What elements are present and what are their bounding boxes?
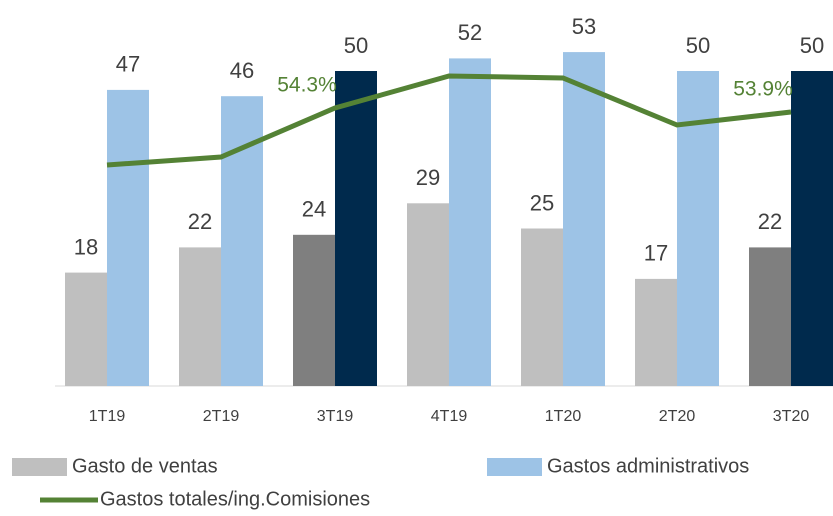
x-tick-label: 2T20 xyxy=(659,408,696,425)
bar xyxy=(677,71,719,386)
data-label: 29 xyxy=(416,165,440,190)
bar xyxy=(449,58,491,387)
bar xyxy=(179,247,221,386)
legend-swatch xyxy=(487,458,542,476)
data-label: 50 xyxy=(800,33,824,58)
data-label: 17 xyxy=(644,241,668,266)
line-series xyxy=(106,73,792,168)
bar xyxy=(335,71,377,386)
data-label: 47 xyxy=(116,52,140,77)
bar xyxy=(521,228,563,386)
legend-label: Gasto de ventas xyxy=(72,455,218,477)
bar xyxy=(563,52,605,386)
data-label: 50 xyxy=(344,33,368,58)
bar xyxy=(293,234,335,386)
x-tick-label: 1T19 xyxy=(89,408,126,425)
x-tick-label: 3T19 xyxy=(317,408,354,425)
data-label: 46 xyxy=(230,58,254,83)
data-label: 22 xyxy=(758,209,782,234)
x-tick-label: 4T19 xyxy=(431,408,468,425)
x-tick-label: 2T19 xyxy=(203,408,240,425)
bar xyxy=(65,272,107,386)
x-tick-label: 3T20 xyxy=(773,408,810,425)
bar xyxy=(107,89,149,387)
data-label: 22 xyxy=(188,209,212,234)
data-label: 50 xyxy=(686,33,710,58)
bar xyxy=(749,247,791,386)
data-label: 53 xyxy=(572,14,596,39)
bar xyxy=(407,203,449,386)
data-label: 54.3% xyxy=(277,74,337,97)
legend-label: Gastos administrativos xyxy=(547,455,749,477)
legend-label: Gastos totales/ing.Comisiones xyxy=(100,488,370,510)
data-label: 53.9% xyxy=(733,78,793,101)
bar xyxy=(635,278,677,386)
data-label: 24 xyxy=(302,197,326,222)
bar xyxy=(791,71,833,386)
data-label: 25 xyxy=(530,190,554,215)
legend-swatch xyxy=(12,458,67,476)
data-label: 18 xyxy=(74,234,98,259)
data-label: 52 xyxy=(458,20,482,45)
x-tick-label: 1T20 xyxy=(545,408,582,425)
